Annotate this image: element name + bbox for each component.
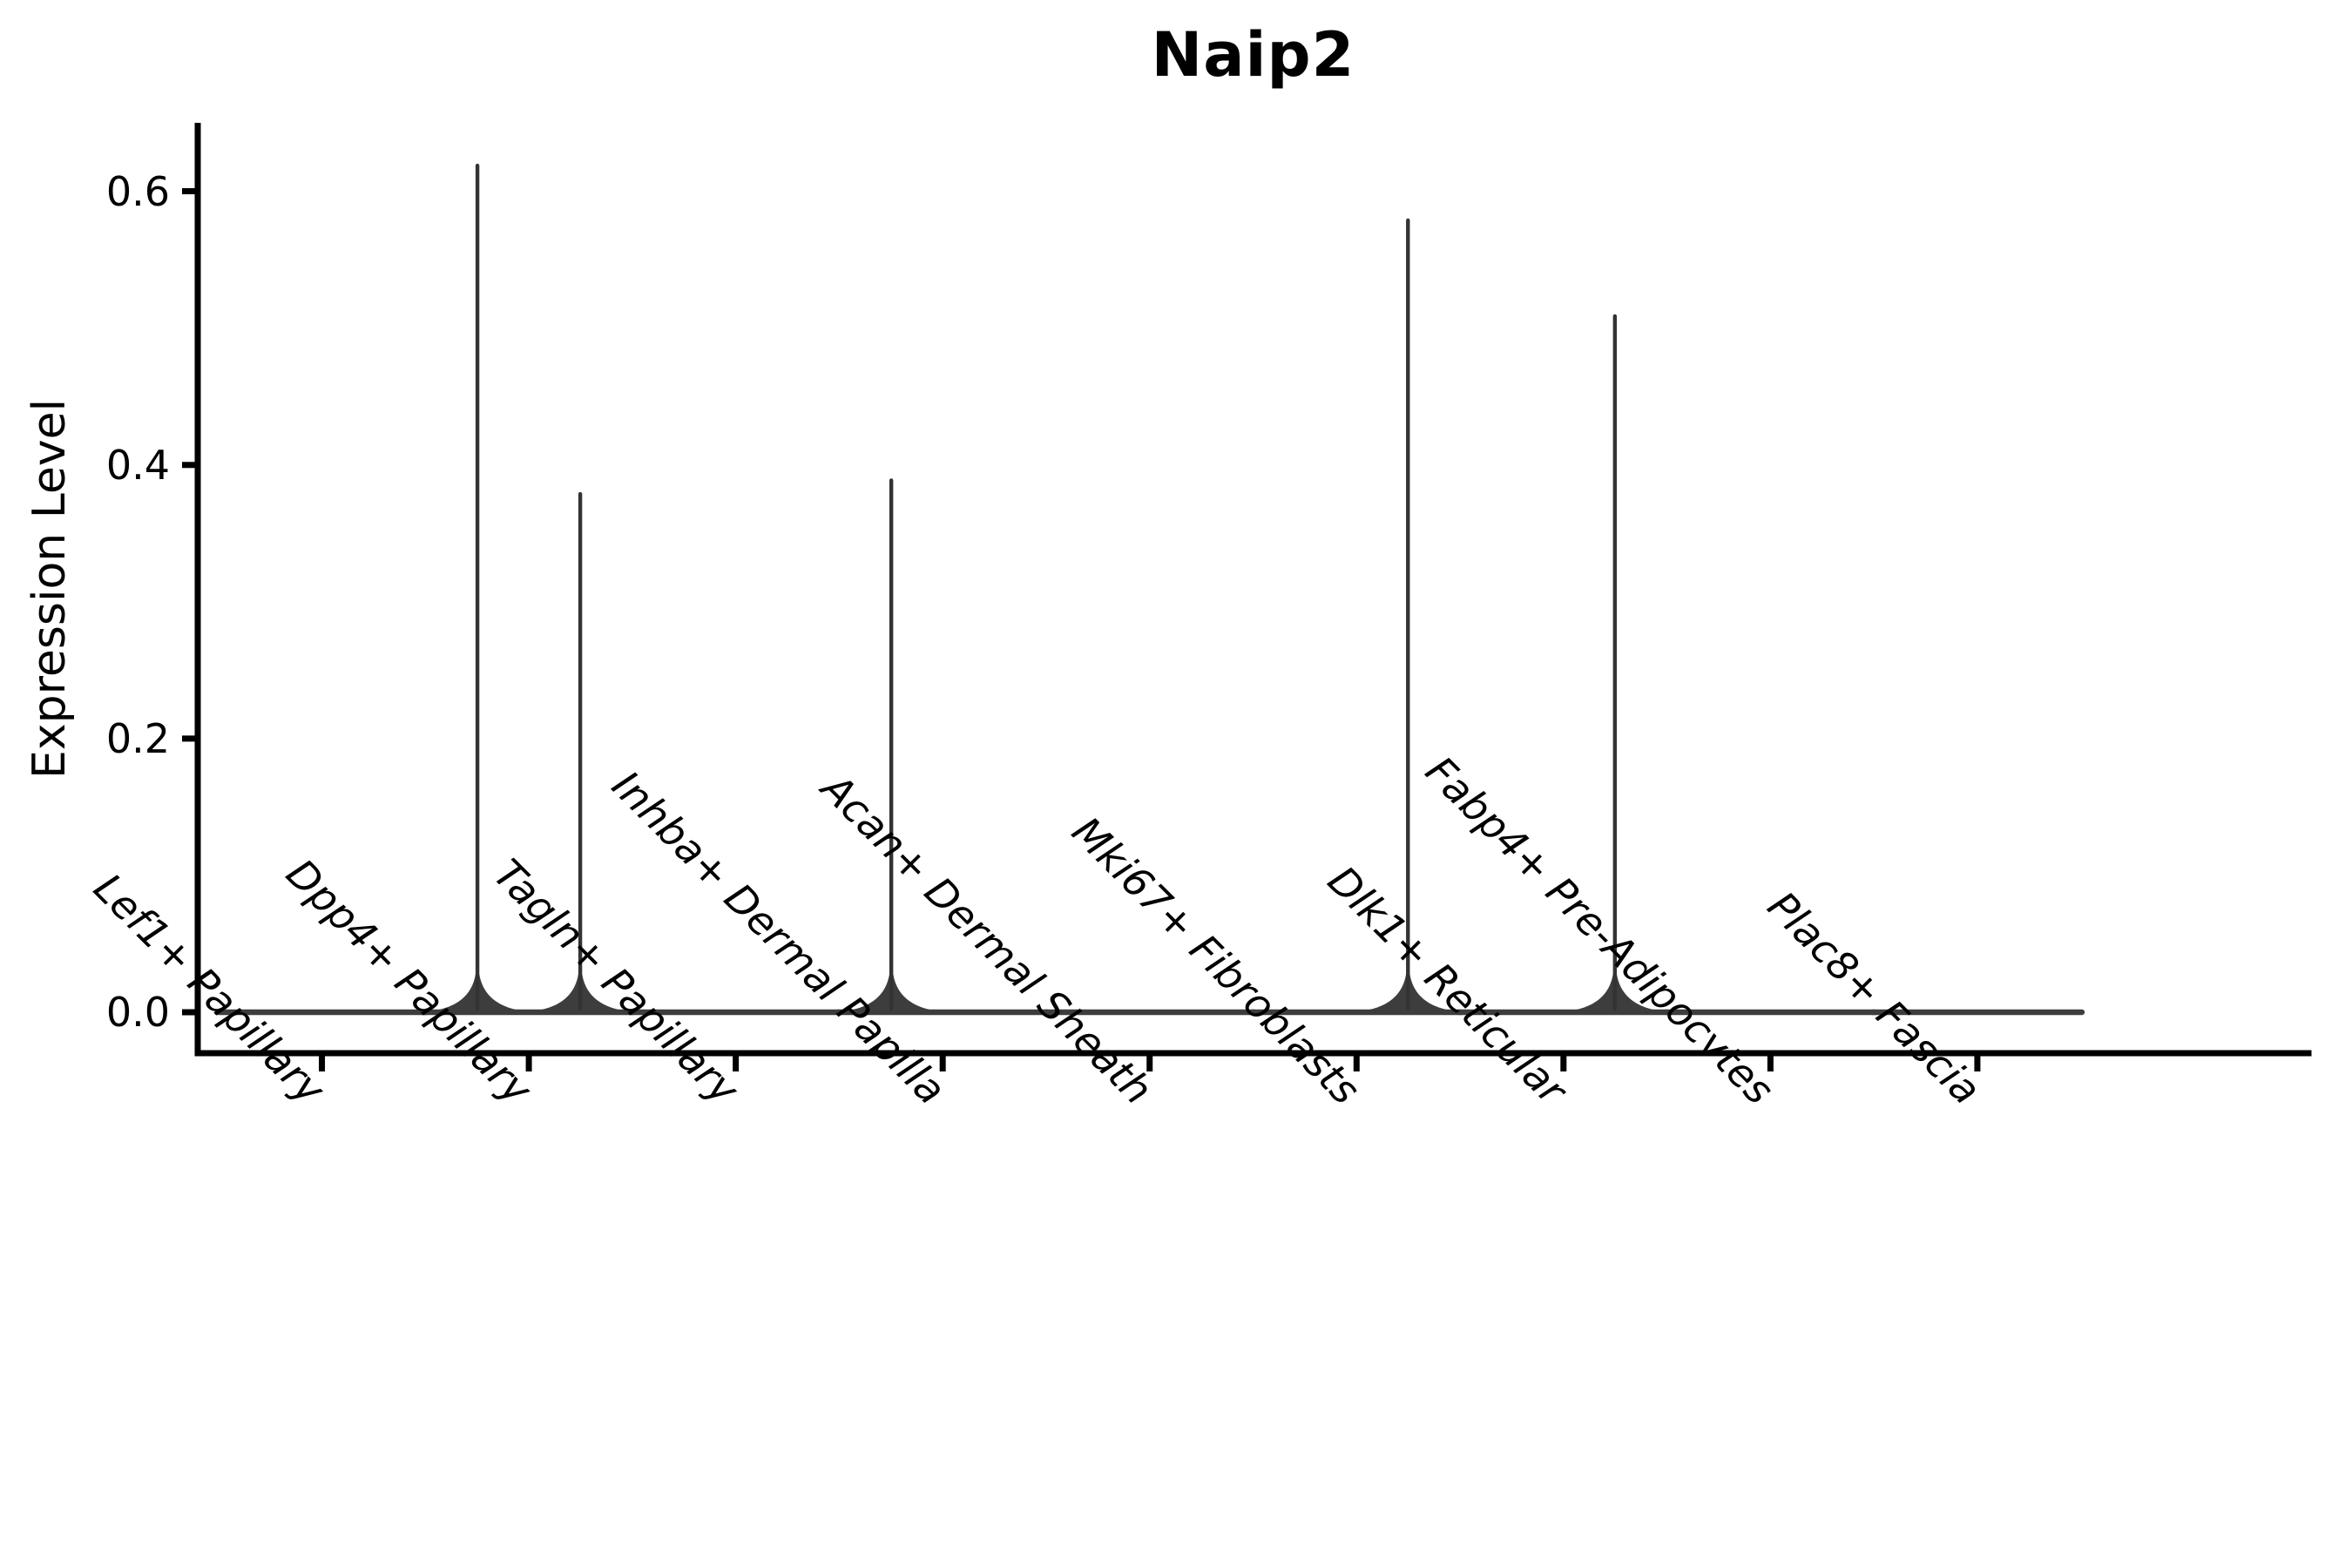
y-tick-label: 0.2 (105, 714, 170, 762)
plot-title: Naip2 (1151, 19, 1355, 91)
y-tick-label: 0.4 (105, 441, 170, 489)
y-tick-label: 0.6 (105, 167, 170, 215)
y-tick-label: 0.0 (105, 989, 170, 1036)
